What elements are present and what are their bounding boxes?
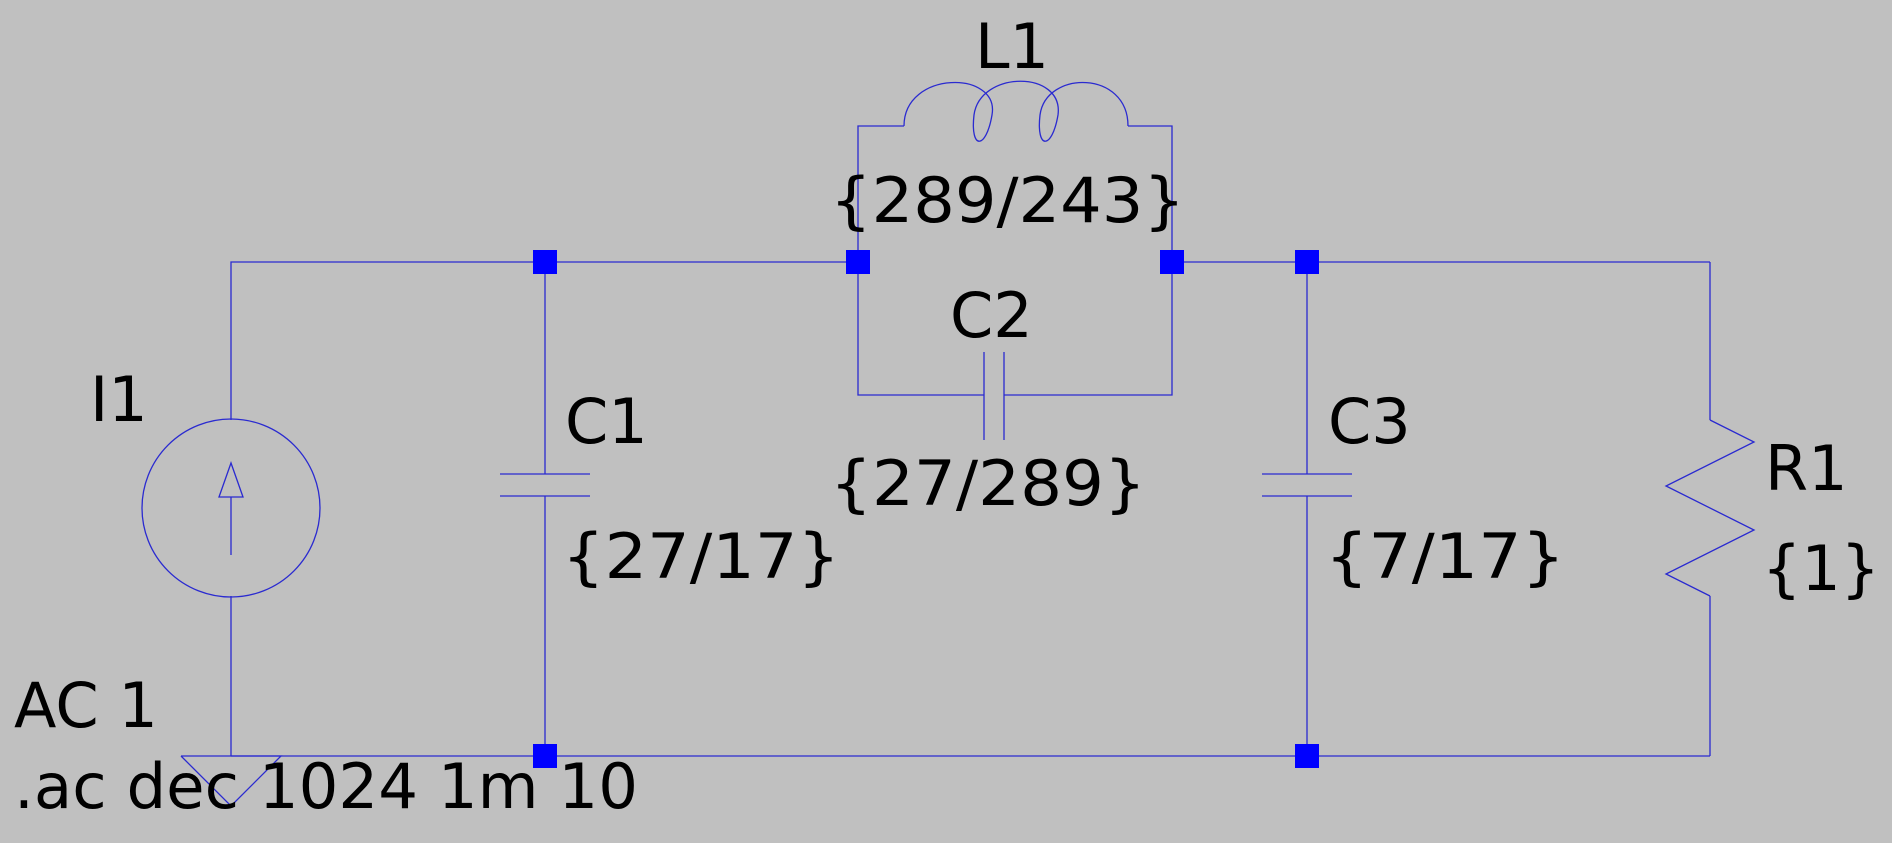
junction-dot (1295, 250, 1319, 274)
i1-name-label: I1 (90, 363, 148, 436)
current-source-circle (141, 418, 321, 598)
ground-symbol (180, 755, 283, 807)
c1-value-label: {27/17} (562, 520, 840, 593)
component-labels: L1 {289/243} C2 {27/289} I1 AC 1 C1 {27/… (14, 10, 1880, 742)
capacitor-c3[interactable] (1262, 473, 1352, 497)
r1-value-label: {1} (1762, 532, 1880, 605)
r1-name-label: R1 (1765, 432, 1848, 505)
ground-icon (180, 755, 283, 807)
current-arrow-head-icon (218, 461, 244, 498)
capacitor-c2[interactable] (983, 352, 1005, 440)
wire-l1-right (1128, 125, 1173, 262)
wire-l1-left (857, 125, 904, 262)
c2-value-label: {27/289} (830, 447, 1146, 520)
wire-c2-left (857, 262, 984, 396)
c3-value-label: {7/17} (1325, 520, 1565, 593)
wire-c2-right (1004, 262, 1173, 396)
junction-dot (1160, 250, 1184, 274)
junction-dot (533, 744, 557, 768)
inductor-l1[interactable] (903, 80, 1129, 142)
wire-top-left (230, 261, 858, 420)
l1-value-label: {289/243} (830, 164, 1185, 237)
i1-value-label: AC 1 (14, 669, 158, 742)
junctions (533, 250, 1319, 768)
l1-name-label: L1 (975, 10, 1049, 83)
junction-dot (1295, 744, 1319, 768)
junction-dot (533, 250, 557, 274)
junction-dot (846, 250, 870, 274)
resistor-r1[interactable] (1664, 419, 1756, 597)
c3-name-label: C3 (1328, 385, 1411, 458)
inductor-coil-icon (903, 80, 1129, 142)
c2-name-label: C2 (950, 279, 1033, 352)
resistor-zigzag-icon (1664, 419, 1756, 597)
spice-directive[interactable]: .ac dec 1024 1m 10 (14, 750, 638, 823)
current-source-i1[interactable] (141, 418, 321, 598)
c1-name-label: C1 (565, 385, 648, 458)
wires (230, 125, 1711, 757)
capacitor-c1[interactable] (500, 473, 590, 497)
